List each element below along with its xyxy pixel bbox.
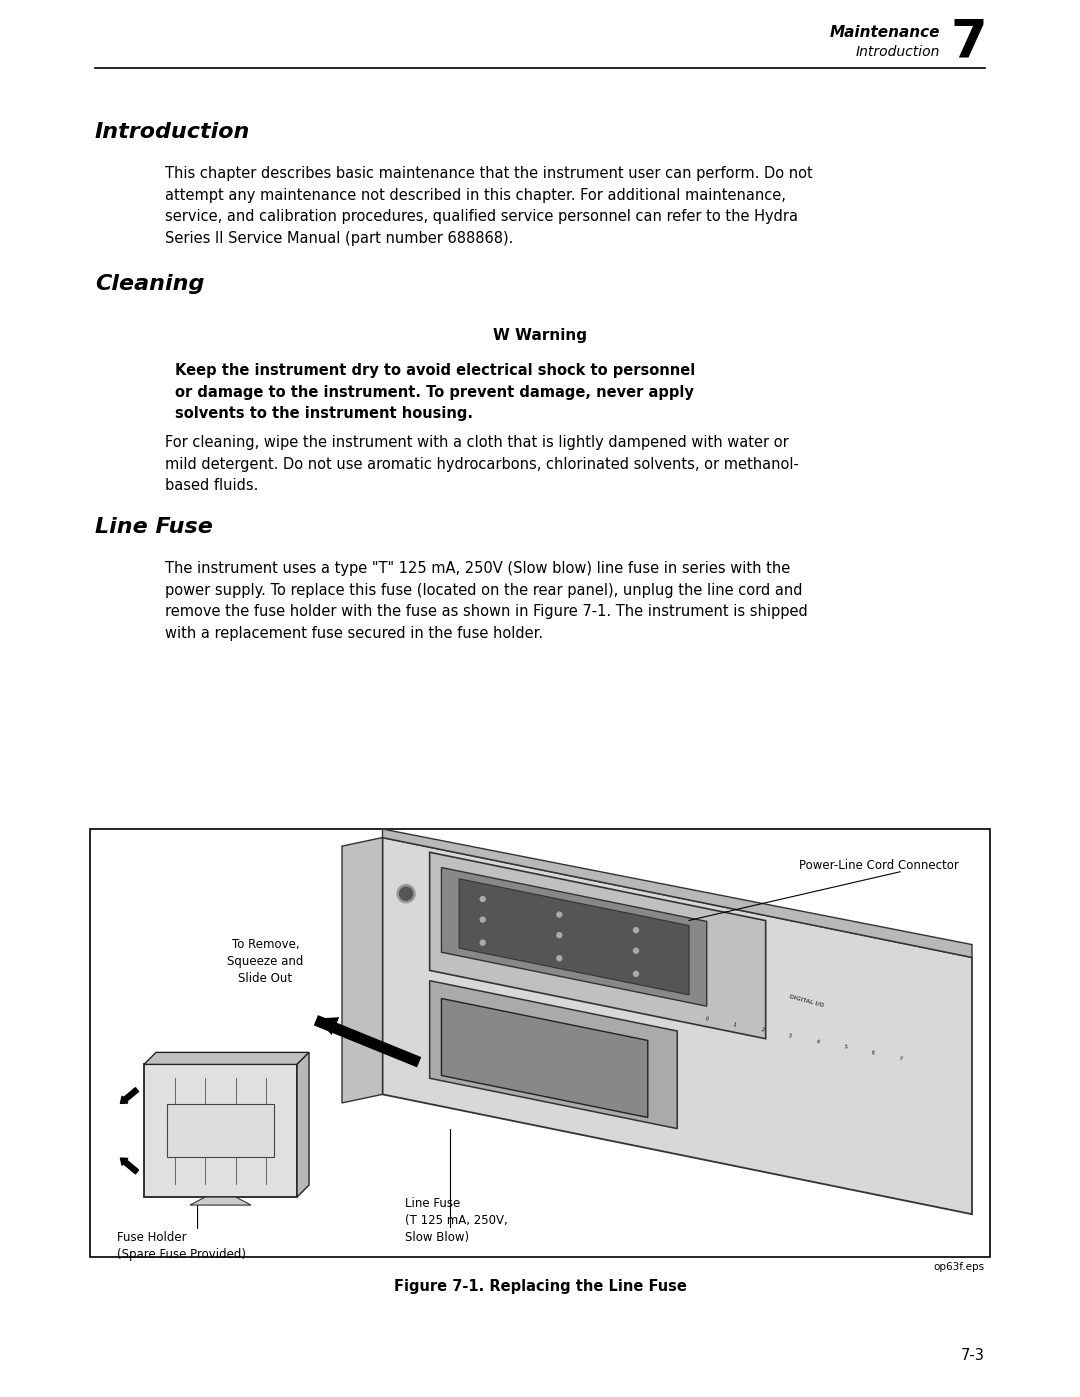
Text: W Warning: W Warning: [492, 328, 588, 344]
Polygon shape: [430, 981, 677, 1129]
Circle shape: [557, 933, 562, 937]
Text: Power-Line Cord Connector: Power-Line Cord Connector: [798, 859, 959, 872]
Polygon shape: [297, 1052, 309, 1197]
Polygon shape: [342, 838, 382, 1102]
Bar: [167, 1104, 274, 1157]
Text: Figure 7-1. Replacing the Line Fuse: Figure 7-1. Replacing the Line Fuse: [393, 1280, 687, 1294]
Text: Keep the instrument dry to avoid electrical shock to personnel
or damage to the : Keep the instrument dry to avoid electri…: [175, 363, 696, 422]
Text: 6: 6: [870, 1051, 875, 1056]
Polygon shape: [442, 999, 648, 1118]
Text: DIGITAL I/O: DIGITAL I/O: [789, 993, 825, 1007]
Text: Fuse Holder
(Spare Fuse Provided): Fuse Holder (Spare Fuse Provided): [117, 1231, 246, 1261]
Circle shape: [481, 916, 485, 922]
Text: Cleaning: Cleaning: [95, 274, 204, 293]
Circle shape: [557, 956, 562, 961]
Circle shape: [400, 887, 413, 900]
FancyArrow shape: [120, 1158, 138, 1173]
Text: Line Fuse
(T 125 mA, 250V,
Slow Blow): Line Fuse (T 125 mA, 250V, Slow Blow): [405, 1197, 508, 1245]
Polygon shape: [442, 868, 706, 1006]
Polygon shape: [144, 1065, 297, 1197]
Polygon shape: [382, 828, 972, 957]
Text: 7: 7: [950, 15, 987, 68]
Polygon shape: [430, 852, 766, 1039]
Text: 5: 5: [843, 1045, 848, 1051]
Text: Line Fuse: Line Fuse: [95, 517, 213, 536]
Polygon shape: [190, 1197, 252, 1206]
Text: 0: 0: [704, 1016, 708, 1021]
Circle shape: [481, 897, 485, 901]
Circle shape: [634, 928, 638, 933]
Text: 4: 4: [815, 1039, 820, 1045]
Text: Introduction: Introduction: [855, 45, 940, 59]
Polygon shape: [459, 879, 689, 995]
Bar: [90, 828, 990, 1257]
Text: 7-3: 7-3: [961, 1348, 985, 1362]
Text: op63f.eps: op63f.eps: [934, 1261, 985, 1273]
Polygon shape: [144, 1052, 309, 1065]
Circle shape: [481, 940, 485, 946]
Ellipse shape: [167, 1120, 274, 1141]
Text: 3: 3: [787, 1034, 792, 1039]
Text: To Remove,
Squeeze and
Slide Out: To Remove, Squeeze and Slide Out: [227, 939, 303, 985]
Text: 7: 7: [899, 1056, 903, 1062]
Circle shape: [634, 949, 638, 953]
Circle shape: [397, 884, 415, 902]
Text: Introduction: Introduction: [95, 122, 251, 142]
Text: 2: 2: [760, 1027, 765, 1034]
Circle shape: [634, 971, 638, 977]
Text: For cleaning, wipe the instrument with a cloth that is lightly dampened with wat: For cleaning, wipe the instrument with a…: [165, 434, 799, 493]
Text: This chapter describes basic maintenance that the instrument user can perform. D: This chapter describes basic maintenance…: [165, 166, 813, 246]
Text: 1: 1: [732, 1021, 737, 1027]
Polygon shape: [382, 838, 972, 1214]
FancyArrow shape: [120, 1088, 138, 1104]
Text: Maintenance: Maintenance: [829, 25, 940, 39]
Text: The instrument uses a type "T" 125 mA, 250V (Slow blow) line fuse in series with: The instrument uses a type "T" 125 mA, 2…: [165, 562, 808, 641]
Circle shape: [557, 912, 562, 916]
